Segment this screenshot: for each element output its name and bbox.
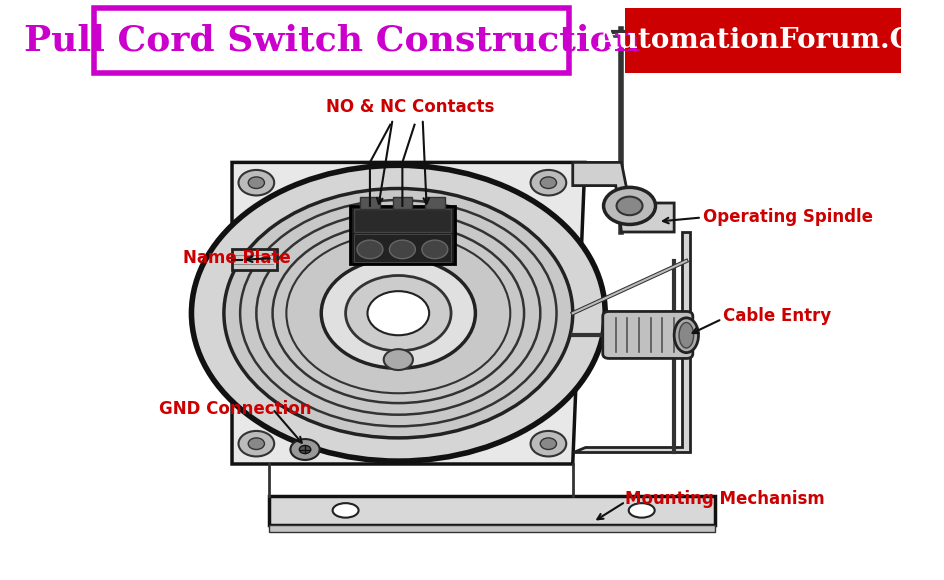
Circle shape [248, 177, 264, 189]
Circle shape [540, 177, 557, 189]
Text: Operating Spindle: Operating Spindle [702, 208, 872, 227]
Circle shape [248, 438, 264, 450]
Circle shape [531, 431, 566, 456]
Circle shape [357, 240, 383, 259]
Text: GND Connection: GND Connection [159, 400, 312, 418]
Circle shape [390, 240, 415, 259]
Polygon shape [232, 162, 585, 464]
FancyBboxPatch shape [626, 8, 902, 73]
Circle shape [321, 258, 476, 368]
Text: Mounting Mechanism: Mounting Mechanism [626, 490, 825, 508]
Circle shape [383, 349, 413, 370]
Polygon shape [573, 162, 674, 232]
Ellipse shape [679, 322, 694, 348]
FancyBboxPatch shape [393, 197, 413, 209]
Polygon shape [268, 496, 715, 525]
Circle shape [299, 445, 311, 454]
Circle shape [291, 439, 320, 460]
Circle shape [239, 431, 274, 456]
Ellipse shape [332, 503, 359, 518]
FancyBboxPatch shape [354, 209, 451, 232]
Ellipse shape [629, 503, 655, 518]
Circle shape [224, 188, 573, 438]
Circle shape [540, 438, 557, 450]
Ellipse shape [674, 318, 699, 353]
Circle shape [531, 170, 566, 195]
Text: Cable Entry: Cable Entry [723, 307, 831, 325]
Circle shape [192, 165, 605, 461]
Circle shape [239, 170, 274, 195]
FancyBboxPatch shape [232, 249, 277, 270]
Text: Pull Cord Switch Construction: Pull Cord Switch Construction [24, 23, 640, 57]
FancyBboxPatch shape [349, 206, 455, 264]
Text: Name Plate: Name Plate [183, 249, 291, 267]
FancyBboxPatch shape [603, 311, 693, 358]
FancyBboxPatch shape [94, 8, 568, 73]
Circle shape [616, 197, 643, 215]
Text: NO & NC Contacts: NO & NC Contacts [327, 98, 495, 116]
Circle shape [422, 240, 447, 259]
FancyBboxPatch shape [425, 197, 445, 209]
FancyBboxPatch shape [354, 234, 451, 262]
Polygon shape [573, 232, 690, 452]
Text: AutomationForum.Co: AutomationForum.Co [597, 27, 931, 53]
FancyBboxPatch shape [361, 197, 379, 209]
Polygon shape [268, 525, 715, 532]
Circle shape [346, 276, 451, 351]
Circle shape [603, 187, 655, 224]
Circle shape [367, 291, 430, 335]
